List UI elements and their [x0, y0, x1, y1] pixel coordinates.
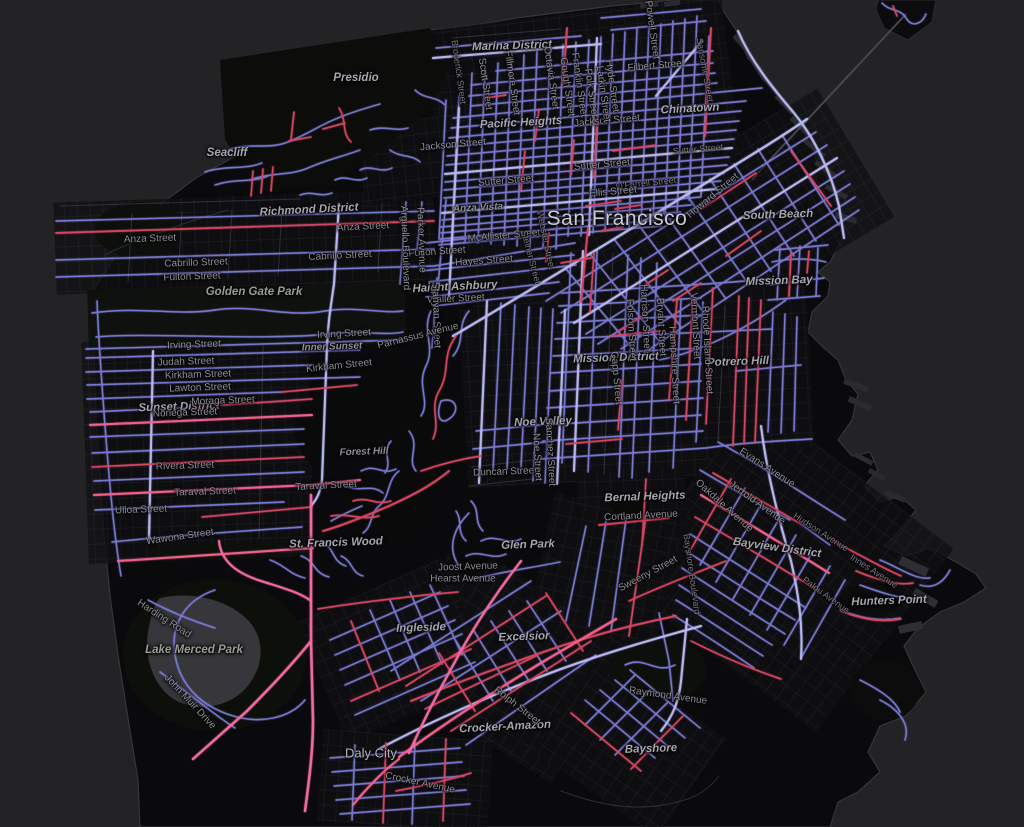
- road-network-blue: [55, 2, 951, 825]
- piers-layer: [640, 0, 939, 634]
- bay-bridge: [751, 13, 907, 181]
- road-network-pink: [191, 493, 523, 813]
- road-network-red: [55, 5, 914, 824]
- road-network-blue-major: [148, 30, 845, 750]
- lake-merced: [147, 595, 261, 707]
- road-network-red-major: [89, 414, 830, 806]
